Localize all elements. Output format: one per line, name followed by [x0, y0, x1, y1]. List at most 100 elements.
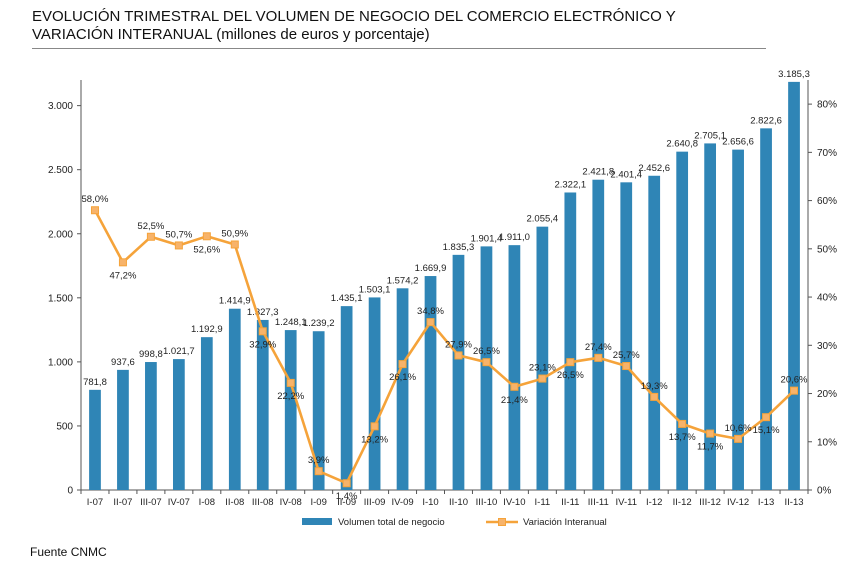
y-right-tick-label: 60%	[817, 196, 837, 207]
bar	[256, 319, 269, 490]
bar	[89, 389, 101, 490]
x-tick-label: I-08	[199, 497, 215, 508]
line-point	[482, 358, 491, 367]
bar	[396, 288, 409, 490]
line-point	[426, 318, 435, 327]
y-right-tick-label: 20%	[817, 389, 837, 400]
x-tick-label: II-10	[449, 497, 468, 508]
line-point	[90, 206, 99, 215]
line-value-label: 22,2%	[277, 391, 304, 402]
x-tick-label: II-13	[785, 497, 804, 508]
source-note: Fuente CNMC	[30, 545, 107, 559]
line-point	[370, 422, 379, 431]
line-value-label: 3,9%	[308, 455, 330, 466]
line-value-label: 58,0%	[82, 194, 109, 205]
bar-value-label: 937,6	[111, 357, 135, 368]
x-tick-label: II-07	[113, 497, 132, 508]
line-value-label: 23,1%	[529, 363, 556, 374]
line-point	[454, 351, 463, 360]
bar	[284, 330, 297, 490]
bar-value-label: 781,8	[83, 377, 107, 388]
line-point	[258, 327, 267, 336]
line-value-label: 52,5%	[137, 221, 164, 232]
chart-title-line2: VARIACIÓN INTERANUAL (millones de euros …	[32, 26, 430, 43]
chart-title-line1: EVOLUCIÓN TRIMESTRAL DEL VOLUMEN DE NEGO…	[32, 8, 676, 25]
bar-value-label: 1.911,0	[499, 232, 530, 243]
bar-value-label: 1.901,4	[471, 233, 503, 244]
x-tick-label: I-12	[646, 497, 662, 508]
bar-value-label: 2.421,8	[582, 167, 614, 178]
bar	[788, 81, 800, 491]
line-point	[342, 479, 351, 488]
x-tick-label: II-09	[337, 497, 356, 508]
line-point	[734, 434, 743, 443]
x-tick-label: IV-08	[280, 497, 302, 508]
bar-value-label: 1.669,9	[415, 263, 447, 274]
x-tick-label: II-12	[673, 497, 692, 508]
line-value-label: 10,6%	[725, 423, 752, 434]
line-value-label: 21,4%	[501, 395, 528, 406]
line-value-label: 13,2%	[361, 434, 388, 445]
x-tick-label: I-11	[535, 497, 551, 508]
line-point	[650, 392, 659, 401]
x-tick-label: III-12	[699, 497, 721, 508]
bar	[480, 246, 493, 490]
bar-value-label: 2.322,1	[554, 179, 586, 190]
bar	[620, 182, 633, 490]
bar	[452, 254, 465, 490]
bar	[732, 149, 744, 491]
bar-value-label: 998,8	[139, 349, 163, 360]
x-tick-label: I-13	[758, 497, 774, 508]
bar-value-label: 1.414,9	[219, 296, 251, 307]
line-point	[538, 374, 547, 383]
line-value-label: 50,7%	[165, 229, 192, 240]
legend-swatch-volumen	[302, 518, 332, 525]
bar-value-label: 2.705,1	[694, 130, 726, 141]
bar-value-label: 1.239,2	[303, 318, 335, 329]
x-tick-label: II-11	[561, 497, 579, 508]
y-right-tick-label: 40%	[817, 293, 837, 304]
line-value-label: 1,4%	[336, 491, 358, 502]
line-point	[118, 258, 127, 267]
line-point	[230, 240, 239, 249]
line-point	[706, 429, 715, 438]
chart-title: EVOLUCIÓN TRIMESTRAL DEL VOLUMEN DE NEGO…	[32, 8, 772, 44]
line-point	[510, 382, 519, 391]
y-right-tick-label: 70%	[817, 148, 837, 159]
line-value-label: 34,8%	[417, 306, 444, 317]
y-right-tick-label: 10%	[817, 437, 837, 448]
bar	[592, 179, 605, 490]
bar	[200, 337, 213, 490]
bar-value-label: 1.192,9	[191, 324, 223, 335]
title-divider	[32, 48, 766, 49]
x-tick-label: I-10	[422, 497, 438, 508]
line-value-label: 25,7%	[613, 350, 640, 361]
line-point	[286, 378, 295, 387]
bar-value-label: 1.248,1	[275, 317, 307, 328]
x-tick-label: III-09	[364, 497, 386, 508]
line-point	[566, 358, 575, 367]
line-value-label: 27,4%	[585, 342, 612, 353]
line-point	[174, 241, 183, 250]
line-value-label: 13,7%	[669, 432, 696, 443]
x-tick-label: IV-07	[168, 497, 190, 508]
line-value-label: 52,6%	[193, 244, 220, 255]
bar-value-label: 1.327,3	[247, 307, 279, 318]
line-point	[146, 232, 155, 241]
line-value-label: 26,5%	[473, 346, 500, 357]
bar-value-label: 1.021,7	[163, 346, 195, 357]
line-point	[398, 360, 407, 369]
y-left-tick-label: 2.000	[48, 229, 73, 240]
legend-label-variacion: Variación Interanual	[523, 517, 607, 528]
bar-value-label: 1.435,1	[331, 293, 363, 304]
x-tick-label: III-07	[140, 497, 162, 508]
y-left-tick-label: 3.000	[48, 101, 73, 112]
line-value-label: 26,5%	[557, 370, 584, 381]
y-left-tick-label: 0	[67, 486, 73, 497]
bar	[564, 192, 577, 490]
line-point	[594, 353, 603, 362]
line-value-label: 32,9%	[249, 339, 276, 350]
y-right-tick-label: 50%	[817, 244, 837, 255]
line-point	[762, 413, 771, 422]
bar	[676, 151, 689, 490]
